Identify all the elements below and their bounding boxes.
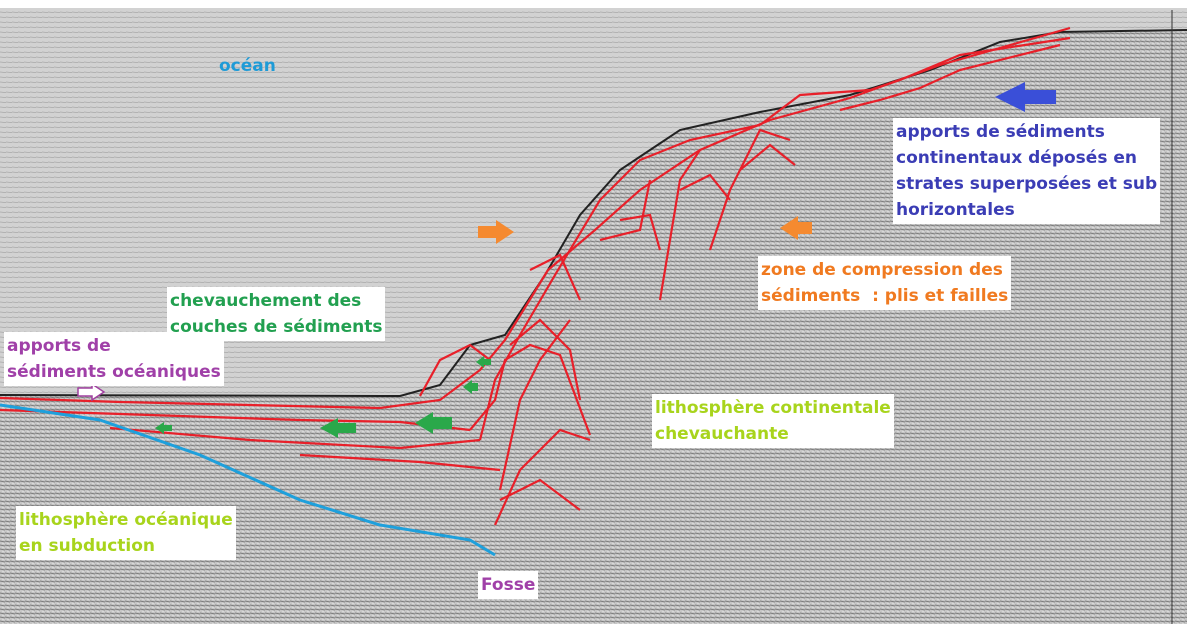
arrow-thrust [155,422,172,434]
label-line: océan [219,56,276,76]
faults [0,26,1071,526]
label-line: apports de [7,336,111,356]
subduction-line [0,403,496,557]
label-line: chevauchement des [170,291,362,311]
label: apports de sédiments continentaux déposés… [893,118,1161,224]
label-line: lithosphère continentale [655,398,891,418]
arrow-thrust [320,418,356,438]
arrow-compression [780,216,812,240]
label-line: Fosse [481,575,536,595]
label-line: strates superposées et sub [896,174,1158,194]
label: zone de compression des sédiments : plis … [758,256,1012,310]
label-line: sédiments océaniques [7,362,221,382]
label: océan [216,52,279,80]
arrow-compression [478,220,514,244]
label-line: horizontales [896,200,1015,220]
label: lithosphère continentale chevauchante [652,394,894,448]
arrow-continental [995,82,1056,112]
label-line: en subduction [19,536,156,556]
label-line: apports de sédiments [896,122,1105,142]
top-scale [0,0,1187,8]
label-line: sédiments : plis et failles [761,286,1009,306]
label-line: lithosphère océanique [19,510,233,530]
label: apports de sédiments océaniques [4,332,224,386]
label-line: zone de compression des [761,260,1003,280]
arrow-thrust [415,412,452,434]
label: chevauchement des couches de sédiments [167,287,386,341]
arrow-thrust [463,380,478,394]
label-line: continentaux déposés en [896,148,1137,168]
label-line: chevauchante [655,424,789,444]
label: lithosphère océanique en subduction [16,506,236,560]
arrow-thrust [476,356,491,368]
label: Fosse [478,571,539,599]
